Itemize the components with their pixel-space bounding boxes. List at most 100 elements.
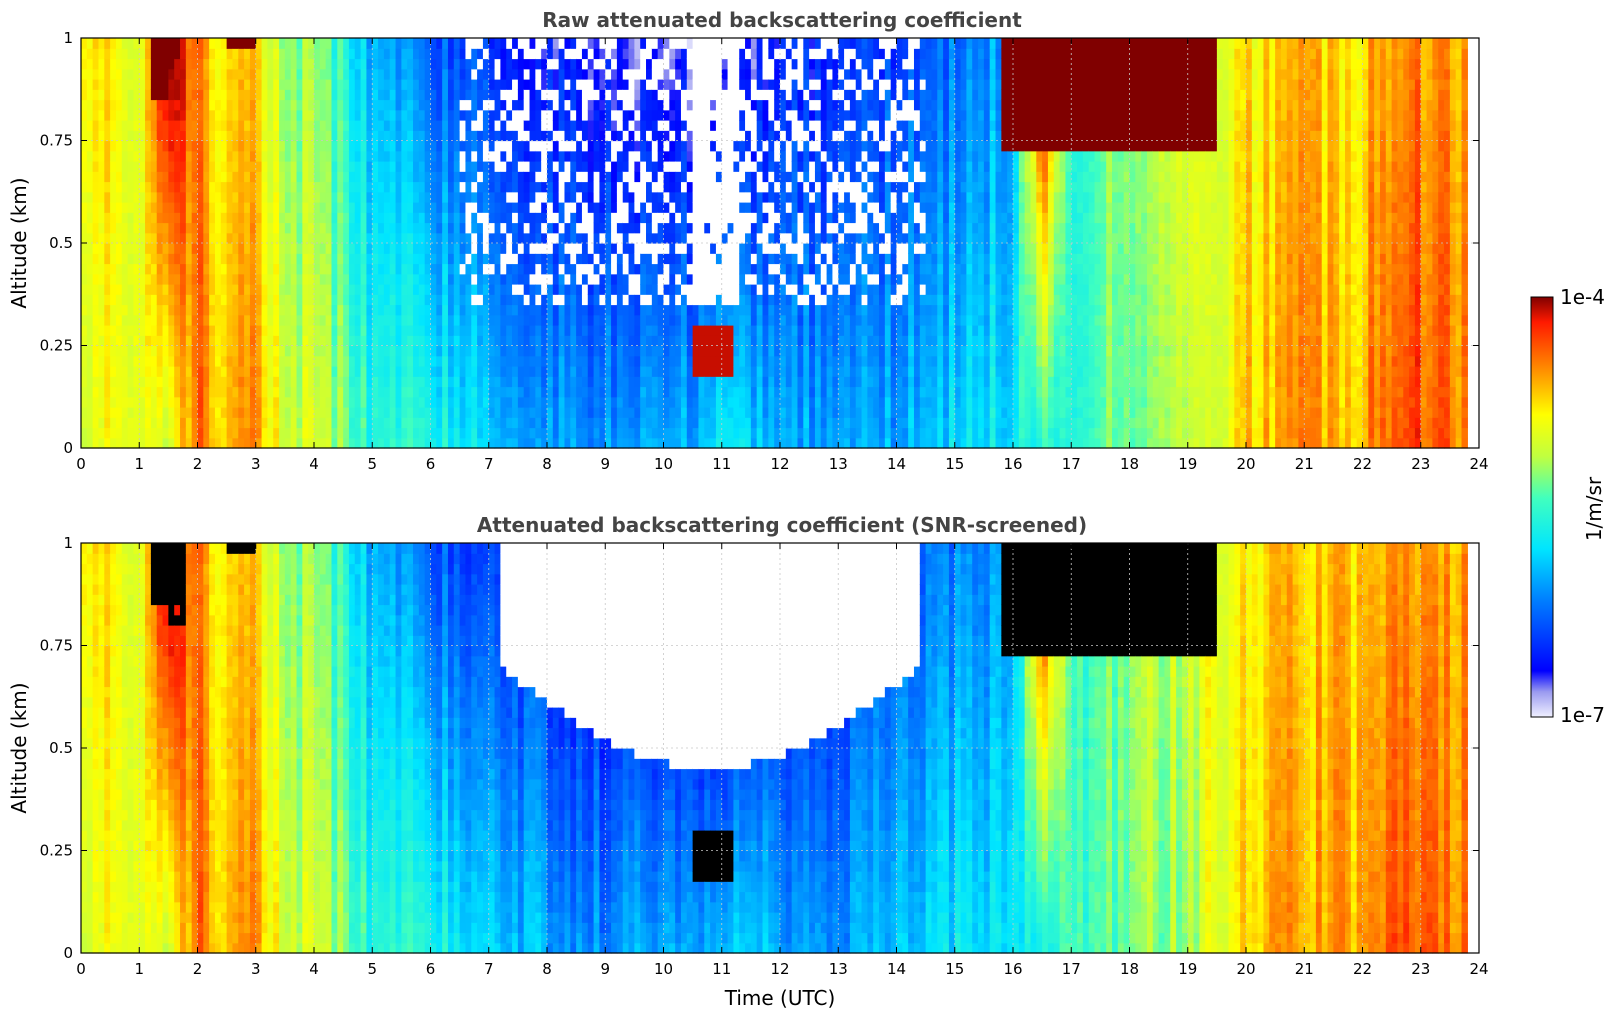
heatmap-cell <box>657 150 665 162</box>
heatmap-cell <box>121 294 129 306</box>
heatmap-cell <box>296 417 303 429</box>
heatmap-cell <box>389 284 397 295</box>
heatmap-cell <box>290 109 298 121</box>
heatmap-cell <box>529 232 536 244</box>
heatmap-cell <box>587 314 595 326</box>
heatmap-cell <box>611 396 618 408</box>
heatmap-cell <box>768 212 775 224</box>
heatmap-cell <box>733 212 740 224</box>
heatmap-cell <box>238 284 245 295</box>
heatmap-cell <box>220 181 228 193</box>
heatmap-cell <box>535 273 542 285</box>
heatmap-cell <box>477 345 484 357</box>
heatmap-cell <box>296 284 303 295</box>
heatmap-cell <box>500 314 507 326</box>
heatmap-cell <box>541 366 548 377</box>
heatmap-cell <box>710 79 717 90</box>
heatmap-cell <box>418 130 426 142</box>
heatmap-cell <box>593 171 601 183</box>
heatmap-cell <box>214 202 222 213</box>
heatmap-cell <box>156 294 164 306</box>
heatmap-cell <box>500 396 507 408</box>
heatmap-cell <box>255 304 263 316</box>
heatmap-cell <box>418 396 426 408</box>
heatmap-cell <box>273 284 280 295</box>
heatmap-cell <box>413 202 420 213</box>
heatmap-cell <box>564 171 571 183</box>
heatmap-cell <box>86 222 94 234</box>
heatmap-cell <box>715 396 723 408</box>
heatmap-cell <box>127 58 135 70</box>
heatmap-cell <box>634 417 641 429</box>
heatmap-cell <box>803 284 810 295</box>
heatmap-cell <box>523 89 531 101</box>
heatmap-cell <box>284 325 292 336</box>
heatmap-cell <box>593 202 601 213</box>
heatmap-cell <box>81 38 88 49</box>
heatmap-cell <box>675 284 682 295</box>
heatmap-cell <box>232 181 239 193</box>
heatmap-cell <box>605 79 612 90</box>
heatmap-cell <box>354 437 362 449</box>
heatmap-cell <box>459 417 467 429</box>
heatmap-cell <box>477 58 484 70</box>
heatmap-cell <box>447 284 455 295</box>
heatmap-cell <box>180 202 187 213</box>
heatmap-cell <box>733 181 740 193</box>
heatmap-cell <box>430 396 437 408</box>
heatmap-cell <box>750 366 758 377</box>
heatmap-cell <box>715 48 723 60</box>
heatmap-cell <box>319 212 327 224</box>
heatmap-cell <box>180 38 187 49</box>
heatmap-cell <box>296 140 303 152</box>
heatmap-cell <box>640 396 647 408</box>
heatmap-cell <box>780 140 787 152</box>
heatmap-cell <box>302 202 309 213</box>
heatmap-cell <box>115 171 123 183</box>
heatmap-cell <box>81 273 88 285</box>
heatmap-cell <box>599 314 606 326</box>
heatmap-cell <box>284 294 292 306</box>
heatmap-cell <box>680 253 688 265</box>
heatmap-cell <box>407 304 414 316</box>
heatmap-cell <box>733 366 740 377</box>
heatmap-cell <box>733 68 740 80</box>
heatmap-cell <box>651 437 659 449</box>
heatmap-cell <box>331 38 338 49</box>
heatmap-cell <box>704 345 711 357</box>
heatmap-cell <box>436 140 443 152</box>
heatmap-cell <box>209 191 216 203</box>
heatmap-cell <box>249 48 257 60</box>
heatmap-cell <box>348 89 356 101</box>
heatmap-cell <box>156 89 164 101</box>
heatmap-cell <box>447 38 455 49</box>
heatmap-cell <box>552 437 560 449</box>
heatmap-cell <box>692 161 700 172</box>
heatmap-cell <box>366 304 373 316</box>
heatmap-cell <box>570 191 577 203</box>
heatmap-cell <box>447 427 455 439</box>
heatmap-cell <box>646 294 653 306</box>
heatmap-cell <box>570 325 577 336</box>
heatmap-cell <box>145 79 152 90</box>
heatmap-cell <box>337 284 344 295</box>
heatmap-cell <box>447 212 455 224</box>
heatmap-cell <box>168 335 175 347</box>
heatmap-cell <box>547 171 554 183</box>
heatmap-cell <box>127 263 135 275</box>
heatmap-cell <box>739 171 746 183</box>
heatmap-cell <box>739 38 746 49</box>
heatmap-cell <box>401 212 408 224</box>
heatmap-cell <box>517 130 525 142</box>
heatmap-cell <box>401 407 408 418</box>
heatmap-cell <box>745 386 752 398</box>
heatmap-cell <box>261 202 268 213</box>
heatmap-cell <box>261 396 268 408</box>
heatmap-cell <box>145 386 152 398</box>
heatmap-cell <box>447 171 455 183</box>
heatmap-cell <box>378 99 385 111</box>
heatmap-cell <box>232 89 239 101</box>
heatmap-cell <box>512 437 519 449</box>
heatmap-cell <box>686 314 694 326</box>
heatmap-cell <box>209 202 216 213</box>
